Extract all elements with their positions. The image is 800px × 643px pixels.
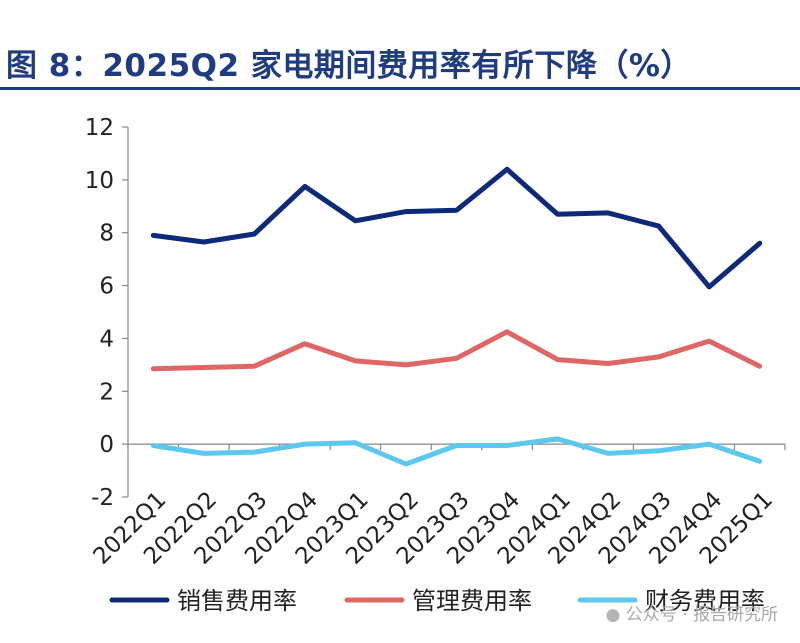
legend-label: 销售费用率: [177, 587, 297, 615]
x-tick-labels: 2022Q12022Q22022Q32022Q42023Q12023Q22023…: [89, 487, 778, 570]
series-line-3: [150, 436, 763, 467]
y-tick-label: 10: [85, 168, 114, 194]
y-tick-labels: 12 10 8 6 4 2 0 -2: [85, 115, 114, 511]
series-line-1: [150, 166, 763, 290]
y-tick-label: 2: [99, 379, 114, 405]
y-tick-label: 12: [85, 115, 114, 141]
series-line-2: [150, 329, 763, 372]
series-lines: [150, 166, 763, 467]
chart-title: 图 8：2025Q2 家电期间费用率有所下降（%）: [6, 48, 692, 84]
watermark-text: 公众号 · 报告研究所: [625, 605, 778, 625]
y-tick-label: 8: [99, 221, 114, 247]
y-tick-label: 6: [99, 274, 114, 300]
y-tick-label: 0: [99, 432, 114, 458]
legend-label: 财务费用率: [645, 587, 765, 615]
y-tick-label: 4: [99, 326, 114, 352]
watermark: ● 公众号 · 报告研究所: [606, 600, 778, 625]
wechat-icon: ●: [605, 605, 621, 625]
title-underline: [0, 87, 800, 90]
legend-label: 管理费用率: [412, 587, 532, 615]
y-tick-label: -2: [91, 485, 114, 511]
legend: 销售费用率 管理费用率 财务费用率: [109, 587, 765, 615]
axes: [122, 126, 786, 498]
